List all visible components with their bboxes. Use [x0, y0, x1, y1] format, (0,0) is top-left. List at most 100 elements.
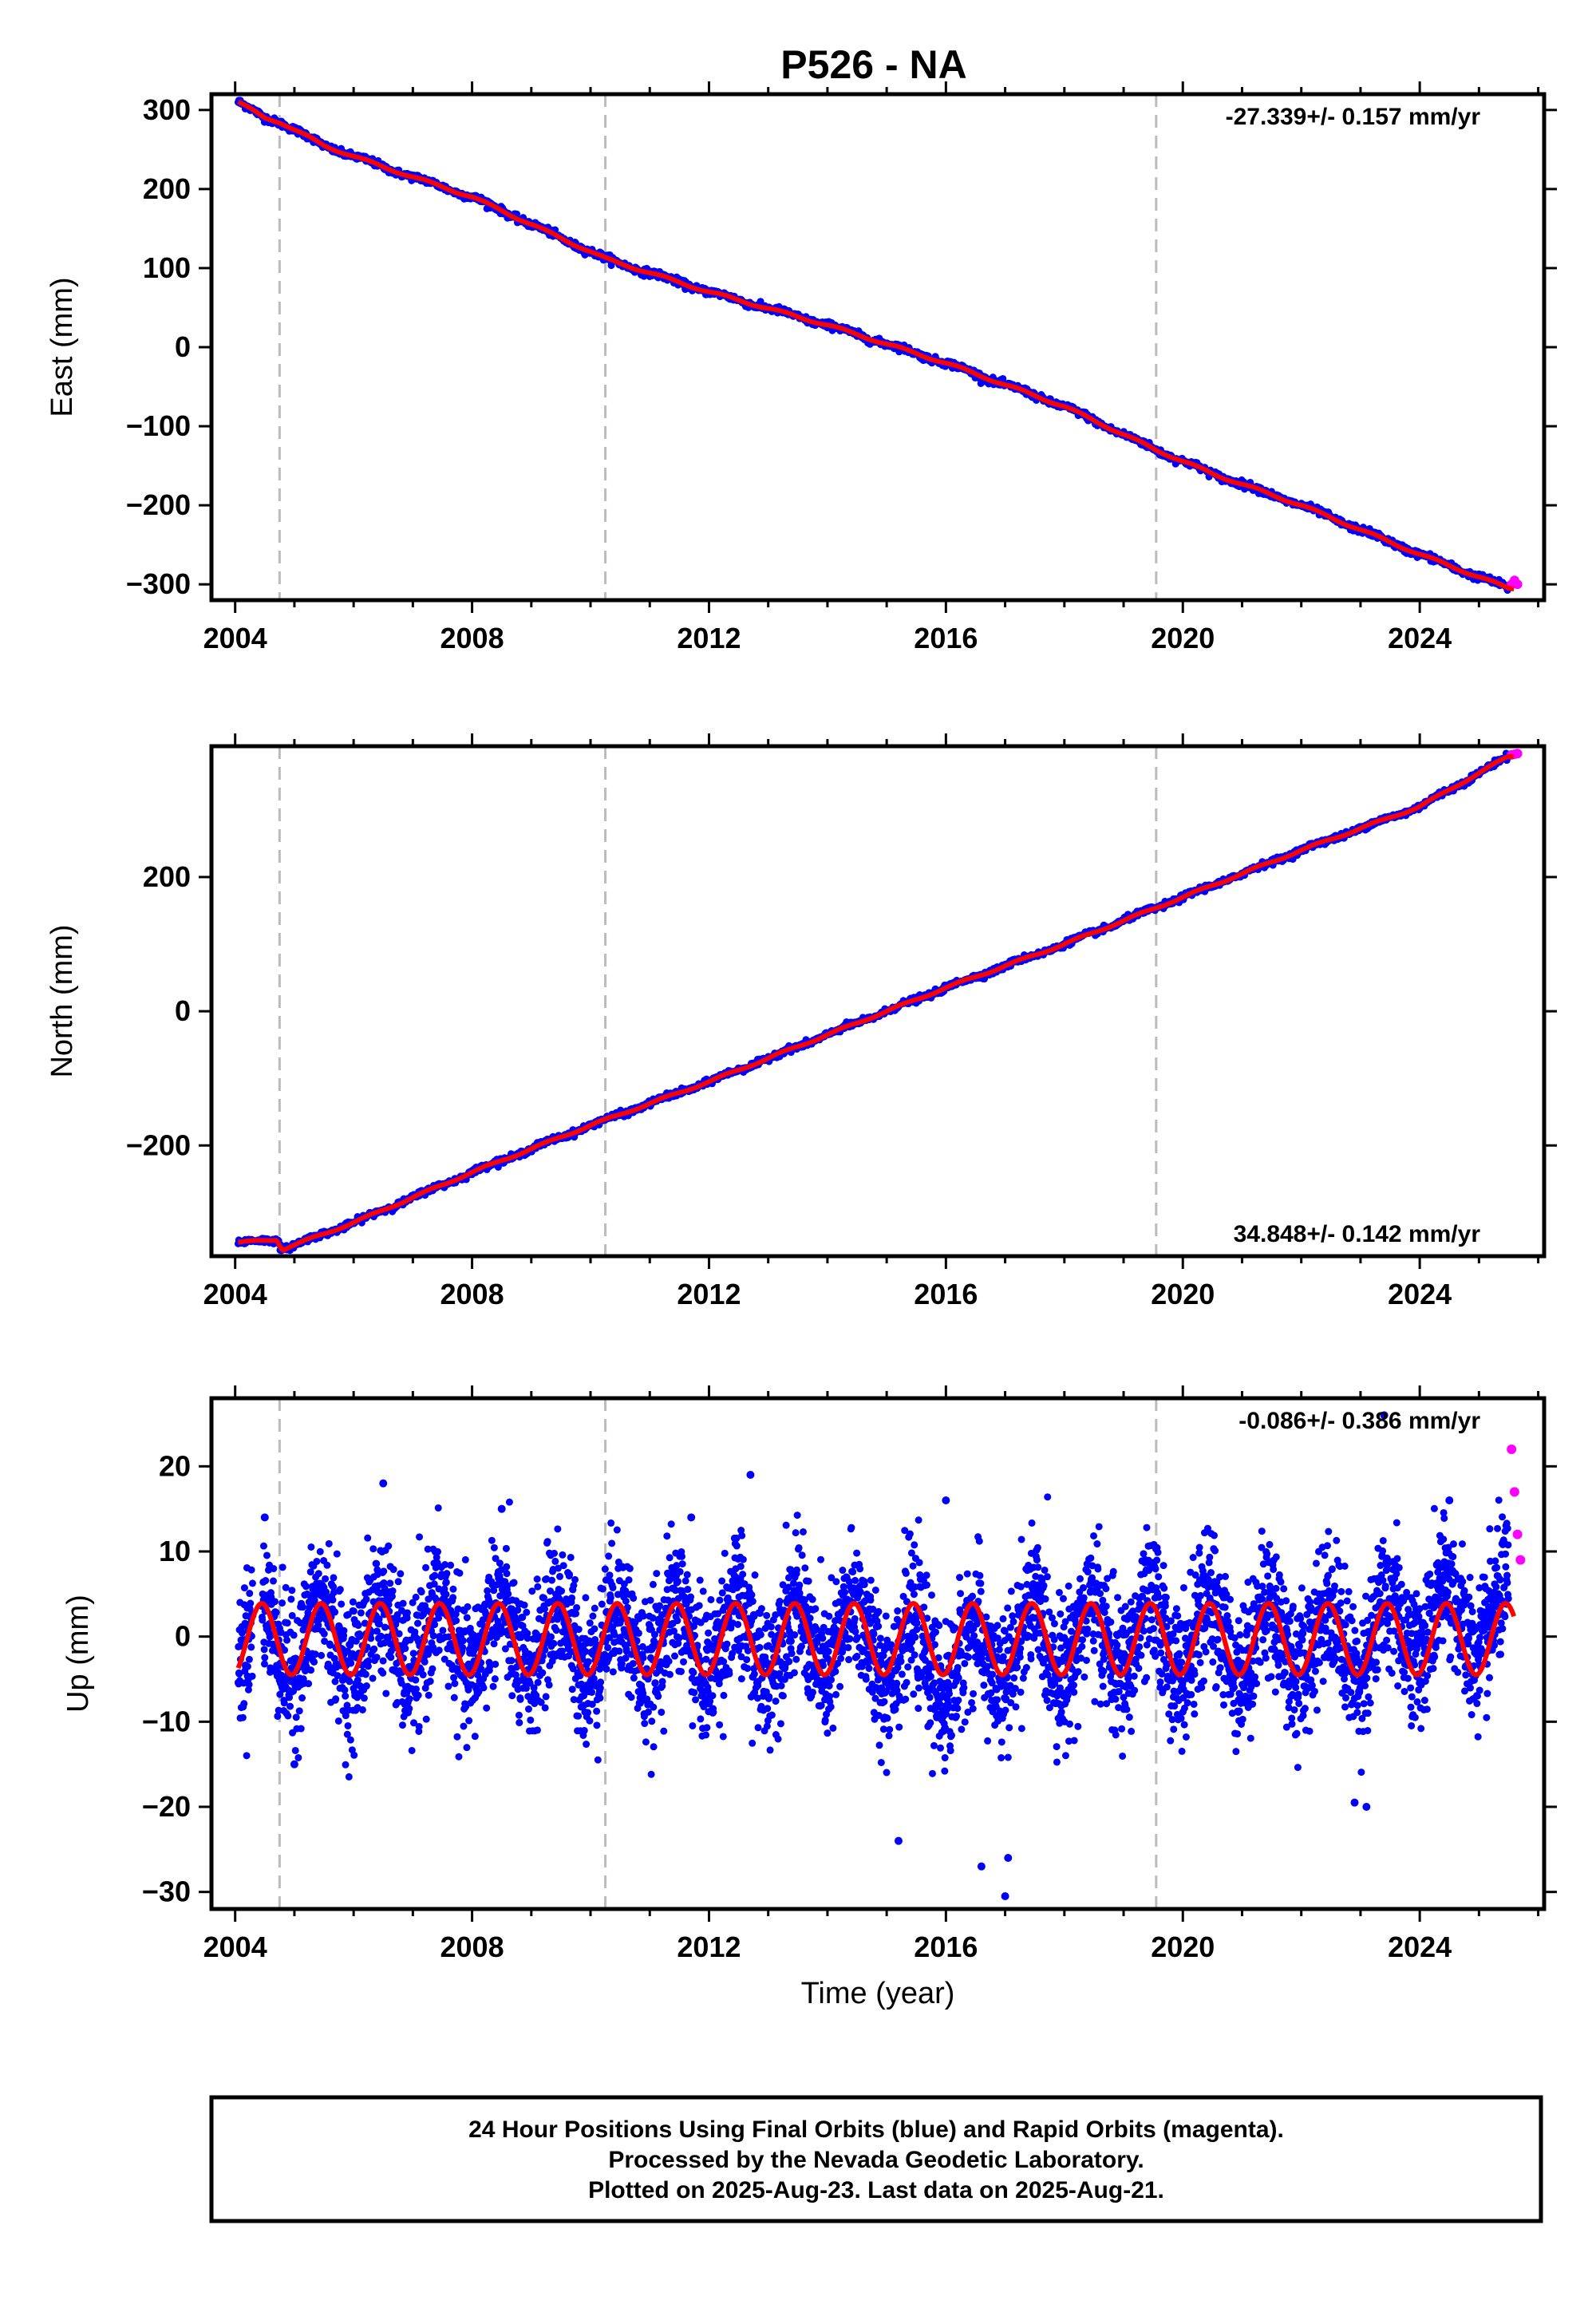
data-point: [568, 1686, 576, 1694]
data-point: [447, 1561, 455, 1569]
data-point: [282, 1583, 290, 1591]
y-axis-label: East (mm): [45, 277, 79, 417]
data-point: [471, 1733, 479, 1741]
data-point: [459, 1643, 467, 1651]
x-tick-label: 2024: [1388, 622, 1452, 654]
y-tick-label: −200: [126, 1128, 191, 1161]
rapid-point: [1512, 579, 1523, 590]
data-point: [245, 1655, 253, 1663]
data-point: [450, 1674, 458, 1682]
data-point: [504, 1590, 512, 1598]
data-point: [439, 1626, 447, 1634]
data-point: [421, 1658, 429, 1666]
data-point: [398, 1721, 406, 1729]
x-tick-label: 2016: [914, 1278, 978, 1310]
y-tick-label: −300: [126, 567, 191, 600]
data-point: [267, 1664, 275, 1672]
data-point: [543, 1538, 551, 1546]
data-point: [460, 1722, 468, 1730]
data-point: [475, 1688, 483, 1696]
data-point: [291, 1746, 299, 1754]
data-point: [260, 1646, 268, 1654]
data-point: [451, 1680, 459, 1688]
data-point: [567, 1553, 575, 1561]
data-point: [306, 1568, 314, 1576]
data-point: [375, 1620, 383, 1628]
data-point: [362, 1682, 370, 1690]
data-point: [270, 1565, 278, 1573]
x-tick-label: 2008: [440, 622, 504, 654]
data-point: [318, 1651, 326, 1659]
data-point: [280, 1699, 288, 1707]
data-point: [330, 1574, 338, 1582]
data-point: [310, 1596, 318, 1604]
data-point: [329, 1596, 337, 1604]
data-point: [373, 1559, 381, 1567]
x-tick-label: 2004: [203, 1278, 267, 1310]
data-point: [239, 1713, 247, 1721]
data-point: [441, 1561, 449, 1569]
data-point: [516, 1695, 524, 1703]
y-tick-label: 0: [175, 330, 191, 363]
data-point: [503, 1570, 511, 1578]
data-point: [350, 1607, 358, 1615]
data-point: [537, 1698, 545, 1706]
data-point: [429, 1665, 437, 1673]
data-point: [260, 1660, 268, 1668]
data-point: [403, 1614, 411, 1622]
data-point: [238, 1629, 246, 1637]
data-point: [528, 1587, 536, 1595]
data-point: [388, 1592, 396, 1600]
data-point: [295, 1707, 303, 1715]
data-point: [453, 1733, 461, 1741]
data-point: [246, 1590, 254, 1598]
data-point: [356, 1632, 364, 1640]
data-point: [459, 1637, 467, 1645]
data-point: [357, 1609, 365, 1617]
data-point: [409, 1599, 417, 1607]
data-point: [324, 1660, 332, 1668]
data-point: [489, 1682, 497, 1690]
data-point: [484, 1587, 492, 1595]
data-point: [261, 1654, 269, 1662]
data-point: [483, 1704, 491, 1712]
data-point: [288, 1587, 296, 1595]
data-point: [341, 1686, 349, 1694]
chart-title: P526 - NA: [780, 42, 966, 87]
data-point: [422, 1715, 430, 1723]
data-point: [550, 1639, 558, 1647]
data-point: [502, 1544, 510, 1552]
data-point: [461, 1555, 469, 1563]
data-point: [414, 1619, 422, 1627]
data-point: [365, 1657, 373, 1665]
data-point: [539, 1594, 547, 1602]
data-point: [248, 1672, 256, 1680]
data-point: [575, 1712, 583, 1720]
x-tick-label: 2012: [677, 622, 741, 654]
data-point: [314, 1621, 322, 1629]
x-tick-label: 2008: [440, 1278, 504, 1310]
data-point: [431, 1571, 439, 1579]
data-point: [298, 1694, 306, 1702]
rapid-point: [1512, 749, 1523, 759]
data-point: [525, 1650, 533, 1658]
data-point: [434, 1547, 442, 1555]
data-point: [408, 1746, 416, 1754]
data-point: [373, 1627, 381, 1635]
data-point: [377, 1632, 385, 1640]
data-point: [364, 1534, 372, 1542]
data-point: [412, 1593, 420, 1601]
data-point: [314, 1570, 322, 1578]
data-point: [444, 1682, 452, 1690]
data-point: [259, 1542, 267, 1550]
model-fit-line: [237, 753, 1515, 1253]
data-point: [405, 1705, 413, 1713]
data-point: [271, 1598, 279, 1606]
data-point: [527, 1716, 535, 1724]
data-point: [313, 1557, 321, 1565]
data-point: [449, 1594, 457, 1602]
data-point: [389, 1566, 397, 1574]
data-point: [322, 1575, 330, 1583]
data-point: [358, 1705, 366, 1713]
data-point: [240, 1700, 248, 1708]
